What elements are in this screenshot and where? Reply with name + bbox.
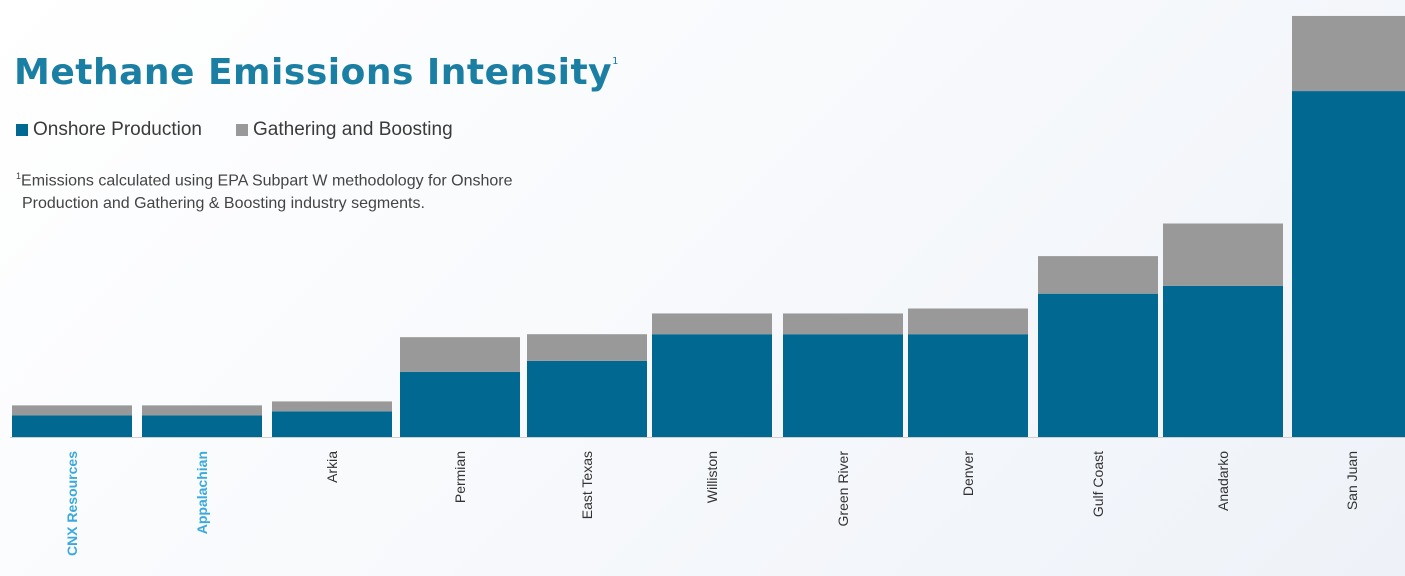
- category-label-williston: Williston: [704, 451, 720, 503]
- footnote: 1Emissions calculated using EPA Subpart …: [16, 165, 513, 215]
- bar-gathering-and-boosting-cnx-resources: [12, 405, 132, 416]
- category-label-cnx-resources: CNX Resources: [64, 451, 80, 556]
- bar-gathering-and-boosting-williston: [652, 313, 772, 335]
- footnote-line-2: Production and Gathering & Boosting indu…: [22, 195, 425, 213]
- legend: Onshore Production Gathering and Boostin…: [16, 119, 453, 141]
- bar-onshore-production-san-juan: [1292, 91, 1405, 438]
- bar-onshore-production-arkia: [272, 411, 392, 437]
- bar-onshore-production-williston: [652, 334, 772, 437]
- bar-onshore-production-permian: [400, 371, 520, 437]
- bar-gathering-and-boosting-permian: [400, 337, 520, 372]
- bar-onshore-production-denver: [908, 334, 1028, 437]
- bar-gathering-and-boosting-denver: [908, 308, 1028, 335]
- category-label-denver: Denver: [960, 451, 976, 496]
- category-label-group: CNX Resources Appalachian Arkia Permian East…: [64, 451, 1360, 556]
- legend-item-gathering: Gathering and Boosting: [236, 119, 453, 141]
- bar-gathering-and-boosting-gulf-coast: [1038, 256, 1158, 294]
- legend-item-onshore: Onshore Production: [16, 119, 202, 141]
- bar-group: [12, 15, 1405, 438]
- legend-label-gathering: Gathering and Boosting: [253, 119, 453, 140]
- bar-gathering-and-boosting-anadarko: [1163, 223, 1283, 286]
- category-label-anadarko: Anadarko: [1215, 451, 1231, 511]
- bar-gathering-and-boosting-appalachian: [142, 405, 262, 416]
- category-label-arkia: Arkia: [324, 451, 340, 483]
- bar-onshore-production-east-texas: [527, 360, 647, 437]
- bar-gathering-and-boosting-san-juan: [1292, 15, 1405, 92]
- bar-gathering-and-boosting-east-texas: [527, 334, 647, 361]
- bar-gathering-and-boosting-green-river: [783, 313, 903, 335]
- category-label-appalachian: Appalachian: [194, 451, 210, 534]
- category-label-green-river: Green River: [835, 451, 851, 527]
- bar-onshore-production-cnx-resources: [12, 415, 132, 437]
- title-footnote-marker: 1: [612, 56, 620, 67]
- category-label-east-texas: East Texas: [579, 451, 595, 519]
- bar-onshore-production-anadarko: [1163, 285, 1283, 437]
- category-label-gulf-coast: Gulf Coast: [1090, 451, 1106, 517]
- footnote-line-1: 1Emissions calculated using EPA Subpart …: [16, 171, 513, 190]
- legend-label-onshore: Onshore Production: [33, 119, 202, 140]
- bar-onshore-production-green-river: [783, 334, 903, 437]
- category-label-permian: Permian: [452, 451, 468, 503]
- bar-onshore-production-appalachian: [142, 415, 262, 437]
- legend-swatch-onshore: [16, 124, 28, 136]
- bar-gathering-and-boosting-arkia: [272, 401, 392, 412]
- chart-title: Methane Emissions Intensity1: [14, 52, 620, 93]
- category-label-san-juan: San Juan: [1344, 451, 1360, 510]
- bar-onshore-production-gulf-coast: [1038, 293, 1158, 437]
- footnote-marker: 1: [16, 171, 22, 181]
- legend-swatch-gathering: [236, 124, 248, 136]
